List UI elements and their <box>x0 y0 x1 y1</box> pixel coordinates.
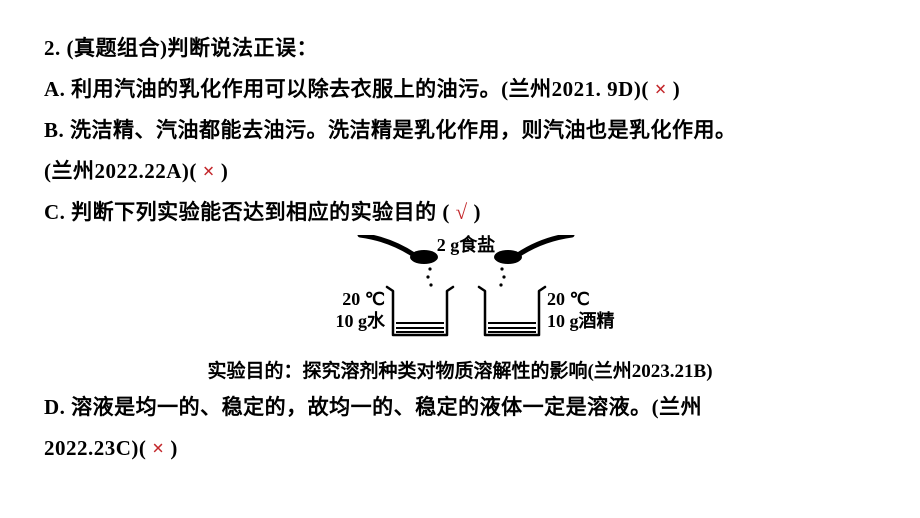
option-c-mark: √ <box>456 200 468 224</box>
option-d-source: (兰州 <box>652 395 703 419</box>
option-c-text: 判断下列实验能否达到相应的实验目的 ( <box>71 200 456 224</box>
option-d-label: D. <box>44 395 71 419</box>
option-d-line1: D. 溶液是均一的、稳定的，故均一的、稳定的液体一定是溶液。(兰州 <box>44 387 876 428</box>
option-a: A. 利用汽油的乳化作用可以除去衣服上的油污。(兰州2021. 9D)( × ) <box>44 69 876 110</box>
option-b-label: B. <box>44 118 70 142</box>
option-b-mark: × <box>203 159 215 183</box>
svg-text:20 ℃: 20 ℃ <box>547 289 590 309</box>
q-title: (真题组合)判断说法正误： <box>67 36 319 60</box>
option-a-label: A. <box>44 77 71 101</box>
option-d-mark: × <box>152 436 164 460</box>
experiment-figure: 2 g食盐20 ℃10 g水20 ℃10 g酒精 <box>44 235 876 350</box>
svg-text:20 ℃: 20 ℃ <box>342 289 385 309</box>
svg-text:10 g水: 10 g水 <box>336 310 387 331</box>
option-b-line1: B. 洗洁精、汽油都能去油污。洗洁精是乳化作用，则汽油也是乳化作用。 <box>44 110 876 151</box>
option-d-line2: 2022.23C)( × ) <box>44 428 876 469</box>
experiment-svg: 2 g食盐20 ℃10 g水20 ℃10 g酒精 <box>280 235 640 345</box>
option-d-text: 溶液是均一的、稳定的，故均一的、稳定的液体一定是溶液。 <box>71 395 652 419</box>
question-stem: 2. (真题组合)判断说法正误： <box>44 28 876 69</box>
option-a-text: 利用汽油的乳化作用可以除去衣服上的油污。 <box>71 77 501 101</box>
option-a-source: (兰州2021. 9D)( <box>501 77 654 101</box>
option-c-label: C. <box>44 200 71 224</box>
option-a-mark: × <box>655 77 667 101</box>
option-b-text: 洗洁精、汽油都能去油污。洗洁精是乳化作用，则汽油也是乳化作用。 <box>70 118 737 142</box>
option-c: C. 判断下列实验能否达到相应的实验目的 ( √ ) <box>44 192 876 233</box>
caption-prefix: 实验目的： <box>207 361 302 382</box>
option-a-close: ) <box>667 77 680 101</box>
figure-caption: 实验目的：探究溶剂种类对物质溶解性的影响(兰州2023.21B) <box>44 356 876 383</box>
q-number: 2. <box>44 36 67 60</box>
option-b-close: ) <box>215 159 228 183</box>
caption-text: 探究溶剂种类对物质溶解性的影响(兰州2023.21B) <box>302 361 712 382</box>
svg-text:10 g酒精: 10 g酒精 <box>547 310 615 331</box>
svg-text:2 g食盐: 2 g食盐 <box>437 235 496 255</box>
option-c-close: ) <box>468 200 481 224</box>
option-b-line2: (兰州2022.22A)( × ) <box>44 151 876 192</box>
option-d-close: ) <box>165 436 178 460</box>
option-d-source2: 2022.23C)( <box>44 436 152 460</box>
option-b-source: (兰州2022.22A)( <box>44 159 203 183</box>
